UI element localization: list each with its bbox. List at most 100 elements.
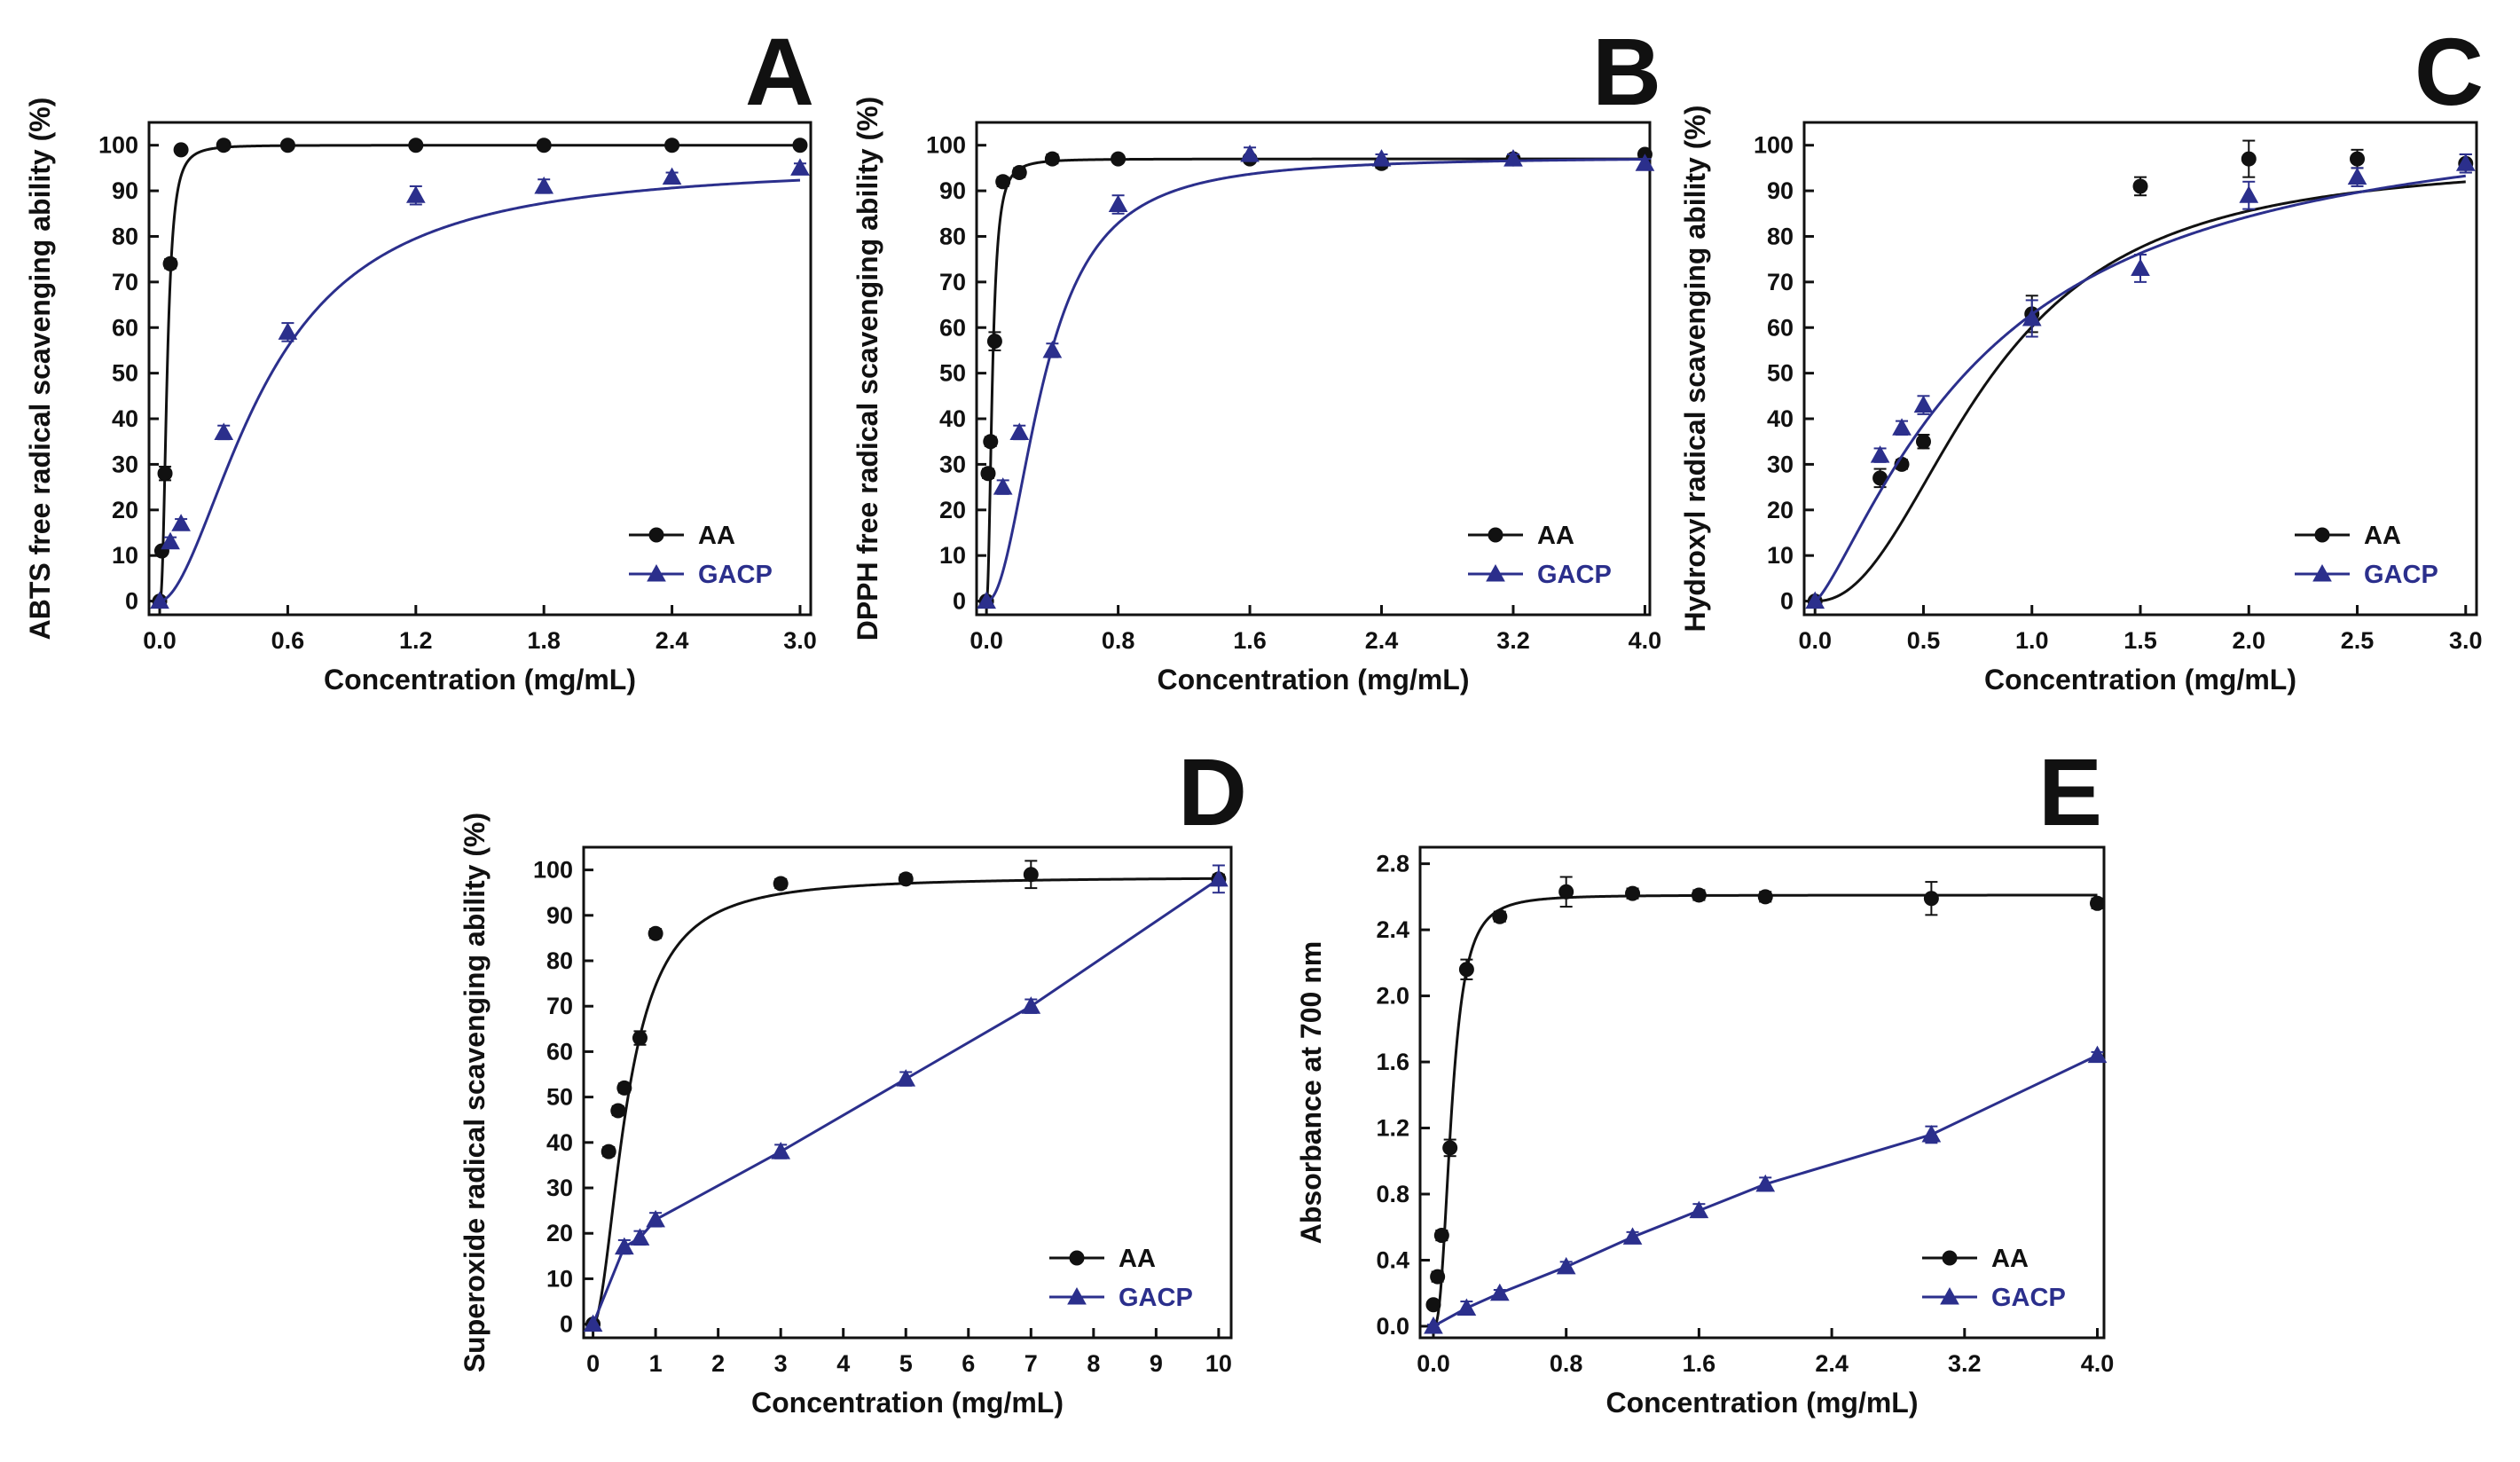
data-point-aa-d: [1023, 867, 1039, 883]
data-point-gacp-c: [2347, 167, 2367, 185]
y-tick-label-e: 0.0: [1376, 1313, 1409, 1340]
data-point-aa-b: [983, 434, 999, 450]
data-point-gacp-b: [1042, 340, 1063, 358]
data-point-aa-d: [601, 1144, 616, 1159]
data-point-gacp-c: [1870, 445, 1890, 463]
x-tick-label-b: 3.2: [1496, 627, 1530, 654]
legend-marker-gacp-c: [2312, 563, 2332, 582]
y-tick-label-a: 10: [112, 542, 138, 569]
x-axis-label-e: Concentration (mg/mL): [1606, 1387, 1919, 1419]
y-tick-label-b: 70: [939, 269, 966, 295]
series-gacp-e: [1424, 1045, 2108, 1334]
series-gacp-a: [150, 158, 810, 609]
data-point-gacp-e: [1489, 1283, 1510, 1301]
x-tick-label-d: 2: [711, 1350, 725, 1377]
y-tick-label-c: 70: [1767, 269, 1794, 295]
y-tick-label-d: 60: [546, 1038, 573, 1065]
x-tick-label-b: 1.6: [1233, 627, 1267, 654]
y-tick-label-d: 20: [546, 1220, 573, 1246]
x-tick-label-e: 1.6: [1683, 1350, 1716, 1377]
legend-marker-aa-d: [1069, 1250, 1085, 1266]
y-tick-label-a: 0: [125, 588, 138, 615]
y-tick-label-b: 30: [939, 451, 966, 477]
data-point-aa-e: [2090, 895, 2106, 911]
legend-label-aa-b: AA: [1537, 522, 1574, 550]
x-tick-label-c: 1.5: [2124, 627, 2157, 654]
legend-d: AA GACP: [1049, 1245, 1193, 1312]
panel-b: 0.0 0.8 1.6 2.4 3.2 4.0 0 10 20 30 40 50 60 70 80 90 100…: [852, 18, 1661, 696]
y-tick-label-d: 10: [546, 1265, 573, 1292]
data-point-aa-d: [773, 876, 789, 892]
data-point-aa-d: [898, 871, 914, 887]
fit-curve-aa-a: [159, 144, 800, 603]
data-point-gacp-b: [1503, 149, 1523, 167]
data-point-gacp-a: [150, 591, 169, 609]
data-point-gacp-b: [1009, 422, 1030, 440]
data-point-aa-e: [1492, 908, 1508, 924]
data-point-aa-d: [648, 925, 663, 941]
panel-letter-e: E: [2038, 738, 2102, 845]
y-tick-label-e: 2.8: [1376, 851, 1409, 877]
data-point-aa-b: [1011, 165, 1027, 181]
legend-marker-gacp-b: [1486, 563, 1505, 582]
y-tick-label-e: 1.6: [1376, 1049, 1409, 1075]
data-point-gacp-a: [278, 322, 298, 340]
x-tick-label-d: 4: [836, 1350, 850, 1377]
y-axis-label-e: Absorbance at 700 nm: [1295, 941, 1327, 1244]
data-point-gacp-b: [993, 477, 1013, 495]
legend-b: AA GACP: [1468, 522, 1612, 589]
x-tick-label-d: 9: [1150, 1350, 1163, 1377]
data-point-aa-a: [279, 138, 295, 153]
y-tick-label-c: 60: [1767, 314, 1794, 341]
x-tick-label-b: 2.4: [1365, 627, 1399, 654]
data-point-gacp-a: [662, 167, 682, 185]
legend-marker-gacp-a: [647, 563, 666, 582]
data-point-gacp-c: [1892, 418, 1912, 436]
data-point-gacp-c: [2131, 258, 2150, 276]
legend-label-gacp-d: GACP: [1119, 1284, 1193, 1312]
y-tick-label-b: 60: [939, 314, 966, 341]
x-tick-label-e: 4.0: [2081, 1350, 2115, 1377]
data-point-gacp-e: [1755, 1174, 1776, 1192]
y-tick-label-a: 50: [112, 360, 138, 387]
data-point-aa-e: [1923, 891, 1939, 907]
x-tick-label-c: 2.0: [2232, 627, 2265, 654]
data-point-aa-a: [173, 142, 189, 158]
y-tick-label-d: 70: [546, 993, 573, 1019]
x-tick-label-a: 2.4: [656, 627, 689, 654]
y-tick-label-b: 40: [939, 405, 966, 432]
data-point-gacp-b: [977, 591, 996, 609]
panel-a: 0.0 0.6 1.2 1.8 2.4 3.0 0 10 20 30 40 50 60 70 80 90 100…: [24, 18, 817, 696]
x-tick-label-d: 3: [774, 1350, 788, 1377]
series-aa-d: [585, 860, 1227, 1332]
series-gacp-b: [977, 144, 1655, 609]
panel-letter-b: B: [1592, 18, 1661, 125]
legend-e: AA GACP: [1922, 1245, 2066, 1312]
data-point-aa-c: [2132, 178, 2148, 194]
data-point-gacp-d: [630, 1228, 650, 1246]
y-tick-label-d: 90: [546, 902, 573, 929]
x-tick-label-d: 7: [1024, 1350, 1038, 1377]
y-tick-label-b: 10: [939, 542, 966, 569]
y-tick-label-a: 90: [112, 177, 138, 204]
panel-e: 0.0 0.8 1.6 2.4 3.2 4.0 0.0 0.4 0.8 1.2 1.6 2.0 2.4 2…: [1295, 738, 2114, 1419]
x-tick-label-d: 5: [899, 1350, 913, 1377]
legend-marker-aa-e: [1942, 1250, 1958, 1266]
x-tick-label-b: 0.8: [1102, 627, 1135, 654]
y-tick-label-e: 1.2: [1376, 1115, 1409, 1142]
data-point-gacp-a: [171, 514, 191, 531]
data-point-gacp-c: [2021, 308, 2042, 326]
x-tick-label-a: 0.0: [143, 627, 177, 654]
y-tick-label-a: 100: [98, 132, 138, 159]
x-tick-label-a: 3.0: [783, 627, 817, 654]
axis-frame-a: [147, 121, 813, 617]
x-tick-label-d: 1: [649, 1350, 663, 1377]
legend-a: AA GACP: [629, 522, 773, 589]
legend-marker-aa-a: [648, 527, 664, 543]
x-tick-label-c: 3.0: [2449, 627, 2483, 654]
x-tick-label-a: 1.8: [527, 627, 561, 654]
legend-marker-gacp-e: [1940, 1286, 1959, 1305]
axis-frame-d: [582, 845, 1233, 1340]
data-point-gacp-d: [771, 1142, 791, 1159]
